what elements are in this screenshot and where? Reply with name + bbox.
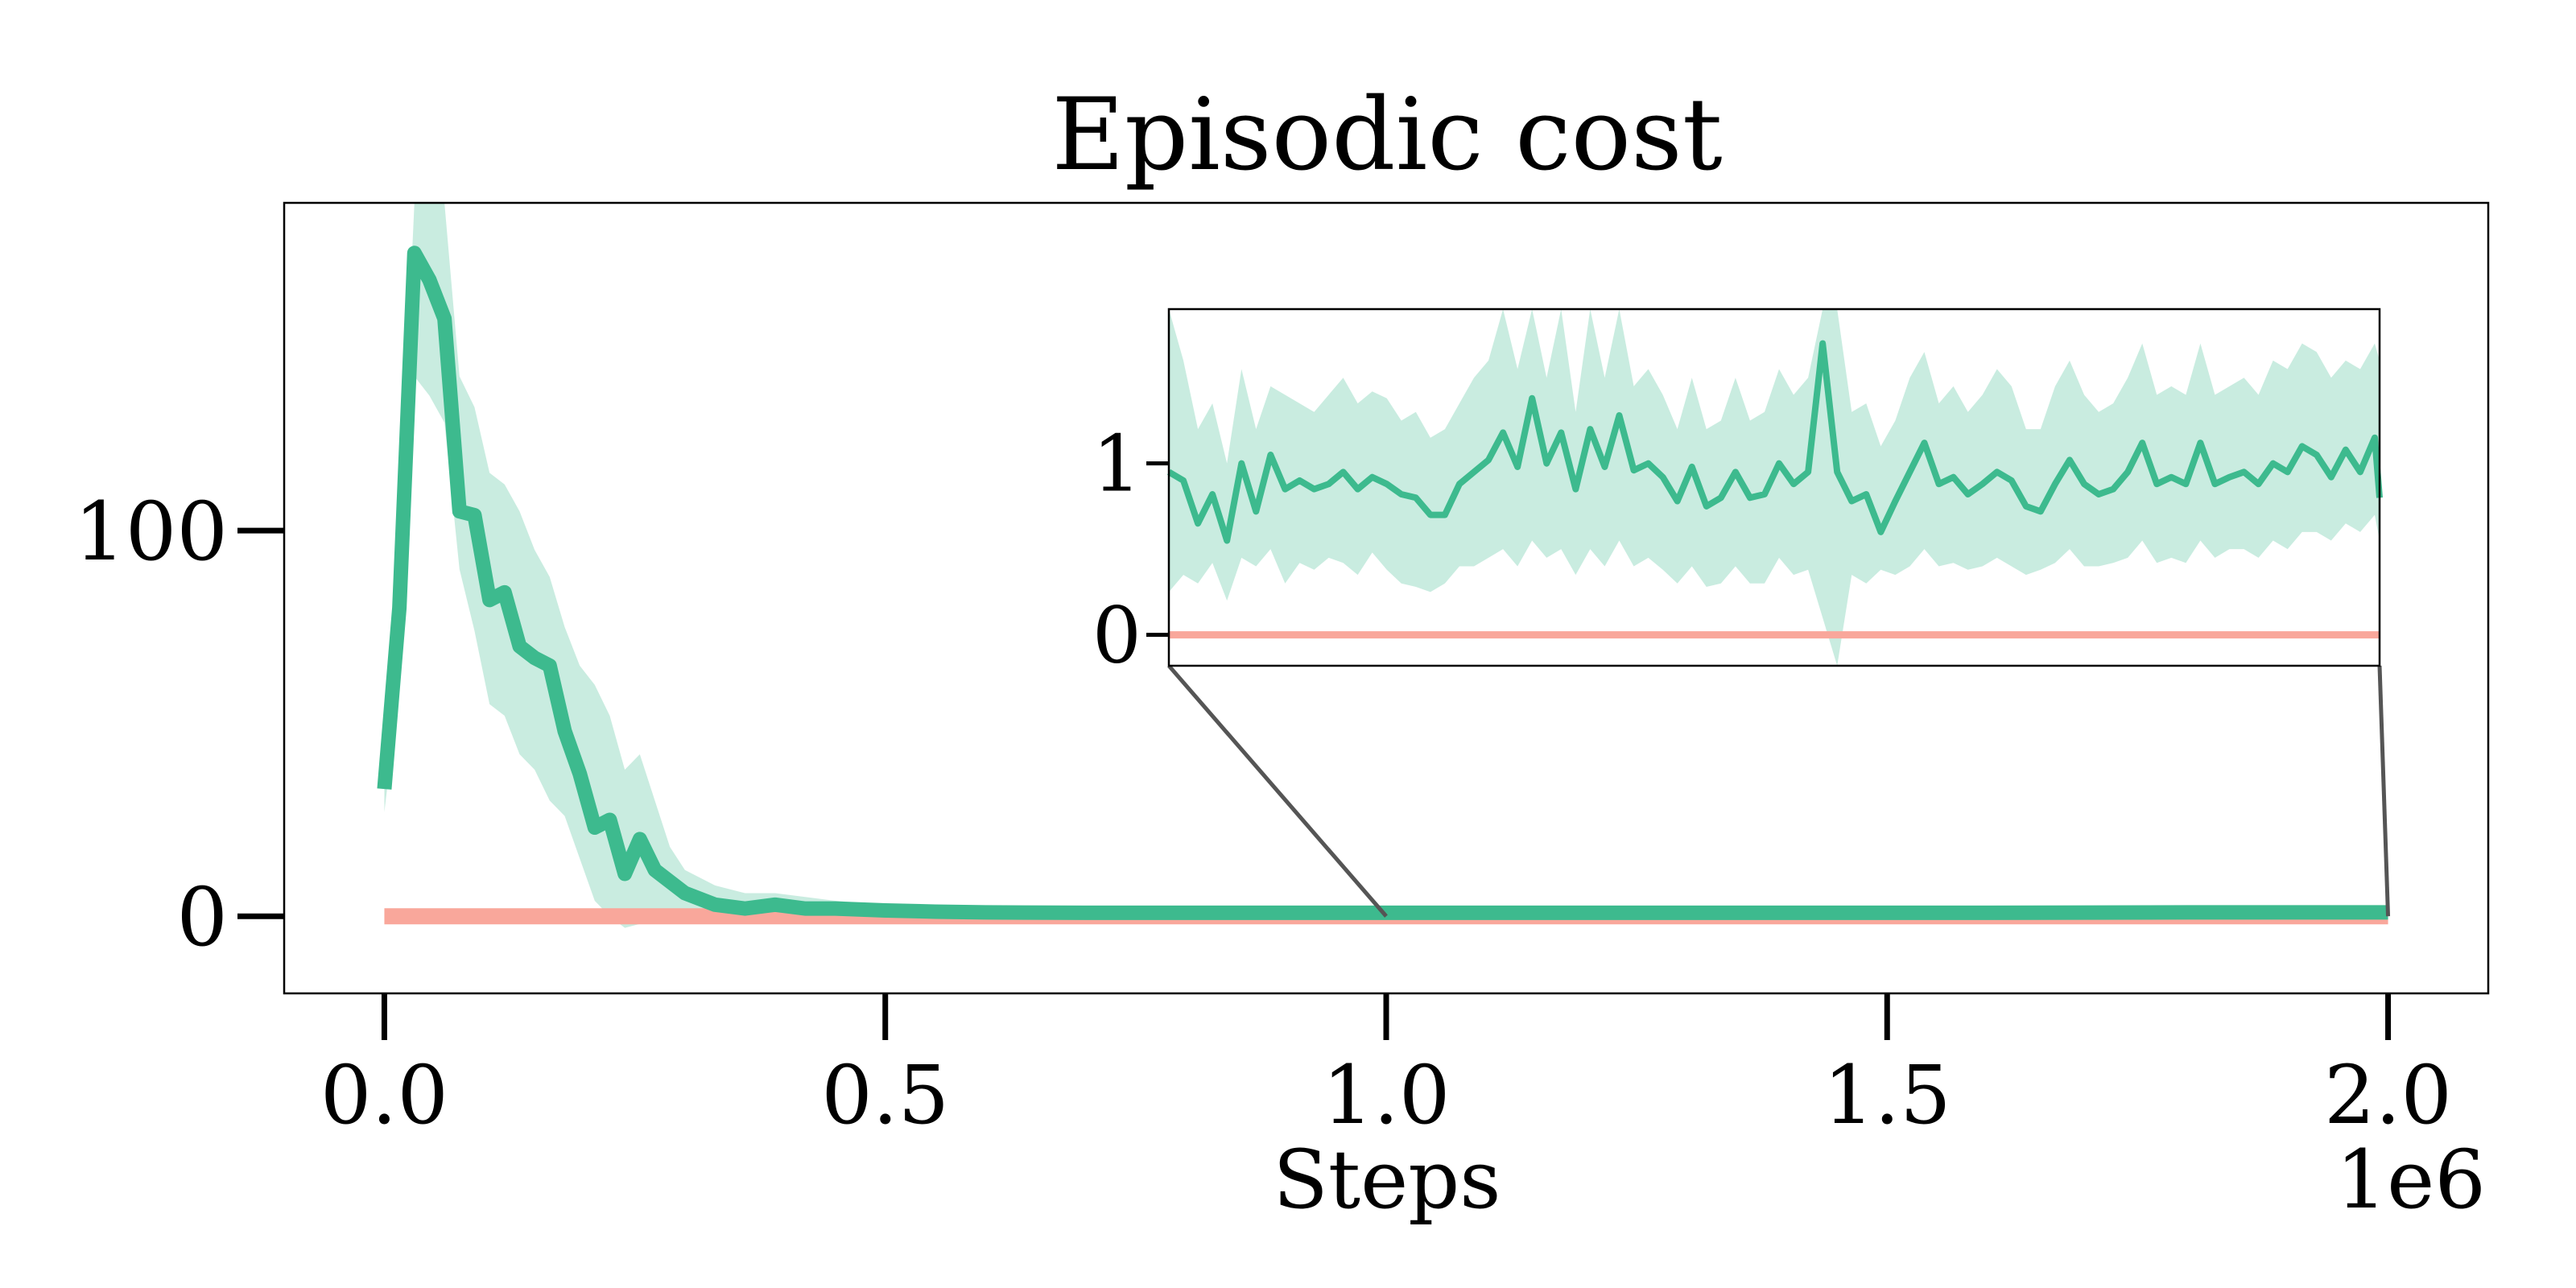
inset-confidence-band-layer [1169, 309, 2380, 666]
inset-series-layer [1166, 340, 2383, 639]
zoom-connector-right [2377, 665, 2391, 917]
inset-plot: 01 [1092, 308, 2383, 681]
chart-title: Episodic cost [1051, 77, 1722, 193]
x-tick-label: 1.0 [1322, 1048, 1450, 1142]
y-axis-ticks: 0 100 [74, 485, 284, 964]
x-tick-label: 1.5 [1823, 1048, 1951, 1142]
inset-background [1169, 309, 2380, 666]
x-tick-label: 0.0 [320, 1048, 448, 1142]
x-tick-label: 0.5 [821, 1048, 949, 1142]
y-tick-label: 100 [74, 485, 228, 579]
x-tick-label: 2.0 [2324, 1048, 2452, 1142]
inset-y-tick-label: 0 [1092, 591, 1141, 681]
x-axis-ticks: 0.0 0.5 1.0 1.5 2.0 [320, 993, 2452, 1142]
cost-mean-line [377, 246, 2388, 920]
y-tick-label: 0 [176, 870, 228, 964]
inset-y-tick-label: 1 [1092, 419, 1141, 510]
x-axis-offset-label: 1e6 [2336, 1133, 2486, 1227]
x-axis-label: Steps [1273, 1133, 1501, 1227]
zoom-connector-layer [1167, 664, 2391, 918]
inset-mean-line [1166, 340, 2383, 544]
inset-y-axis-ticks: 01 [1092, 419, 1169, 681]
zoom-connector-left [1167, 664, 1388, 918]
inset-frame [1167, 308, 2381, 667]
cost-confidence-band [384, 203, 2388, 928]
inset-confidence-band [1169, 309, 2380, 666]
main-confidence-band-layer [384, 203, 2388, 928]
